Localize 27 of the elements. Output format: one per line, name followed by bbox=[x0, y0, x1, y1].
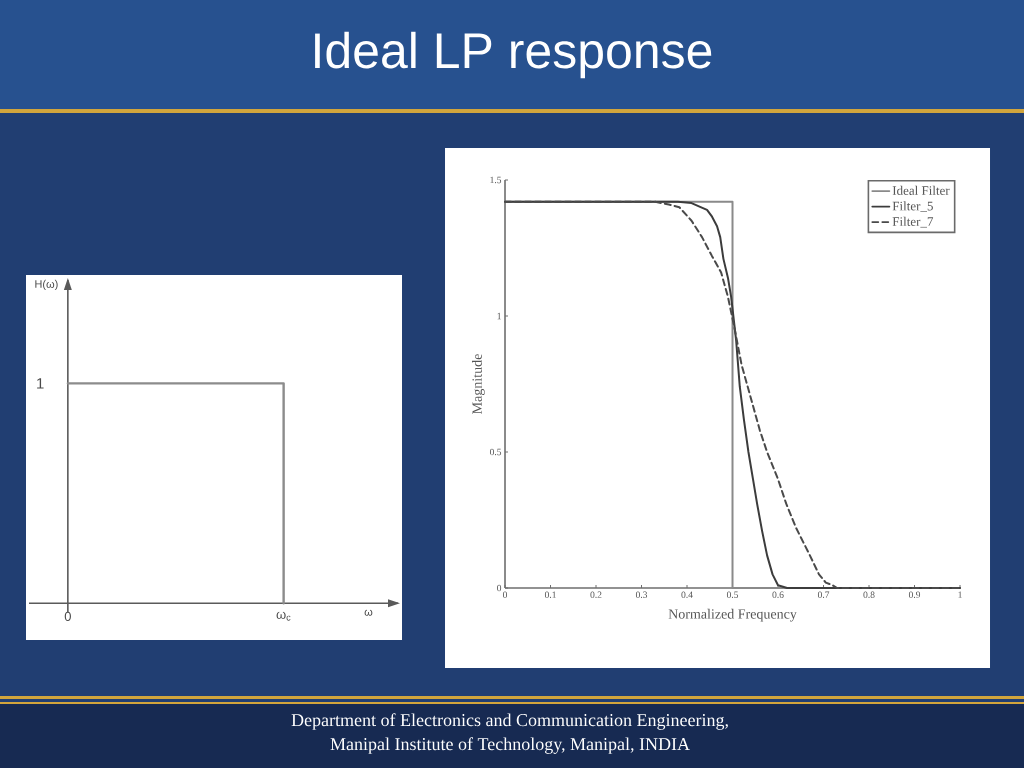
x-tick-label: 0.5 bbox=[726, 591, 739, 598]
annotation: 1 bbox=[37, 378, 44, 389]
y-axis-title: H(ω) bbox=[35, 279, 58, 291]
legend-label: Filter_7 bbox=[892, 216, 934, 228]
x-tick-label: 0.3 bbox=[635, 591, 648, 598]
y-tick-label: 1.5 bbox=[490, 176, 502, 184]
x-tick-label: 0.1 bbox=[544, 591, 556, 598]
x-tick-label: ω$_{c}$ bbox=[276, 611, 291, 621]
x-axis-title: ω bbox=[364, 609, 373, 616]
x-tick-label: 1 bbox=[958, 591, 962, 598]
x-tick-label: 0.6 bbox=[772, 591, 784, 598]
legend-label: Filter_5 bbox=[892, 201, 933, 213]
x-axis-title: Normalized Frequency bbox=[668, 608, 797, 622]
x-tick-label: 0.2 bbox=[590, 591, 602, 598]
text: Department of Electronics and Communication Engineering, bbox=[291, 713, 728, 730]
x-tick-label: 0.4 bbox=[681, 591, 693, 598]
x-tick-label: 0.8 bbox=[863, 591, 875, 598]
text: Manipal Institute of Technology, Manipal, INDIA bbox=[330, 737, 690, 754]
y-tick-label: 0.5 bbox=[489, 448, 502, 456]
x-tick-label: 0.7 bbox=[817, 591, 830, 598]
y-tick-label: 0 bbox=[497, 584, 502, 592]
text: Ideal LP response bbox=[315, 31, 712, 79]
y-axis-title: Magnitude bbox=[471, 354, 485, 414]
legend-label: Ideal Filter bbox=[892, 185, 950, 195]
y-tick-label: 1 bbox=[497, 312, 501, 320]
x-tick-label: 0 bbox=[502, 591, 508, 598]
x-tick-label: 0.9 bbox=[908, 591, 921, 598]
